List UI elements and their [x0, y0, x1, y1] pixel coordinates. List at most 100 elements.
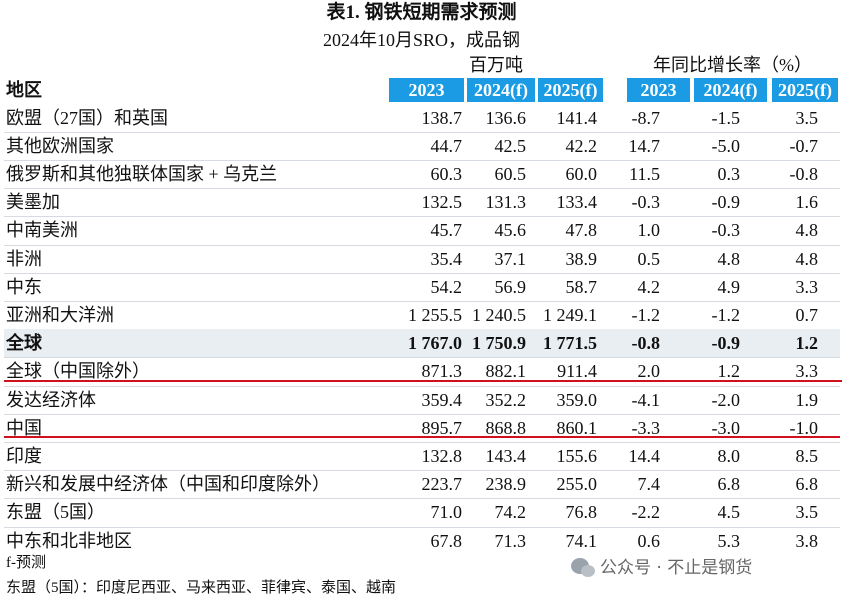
row-label: 欧盟（27国）和英国 — [6, 107, 168, 128]
row-label: 中东和北非地区 — [6, 530, 132, 551]
cell: -0.9 — [711, 192, 741, 213]
row-label: 亚洲和大洋洲 — [6, 304, 114, 325]
row-separator — [4, 470, 840, 472]
cell: 223.7 — [421, 474, 463, 495]
cell: 8.0 — [717, 445, 741, 466]
row-label: 发达经济体 — [6, 389, 96, 410]
cell: 54.2 — [430, 276, 463, 297]
cell: 860.1 — [556, 417, 598, 438]
row-separator — [4, 216, 840, 218]
row-separator — [4, 131, 840, 133]
cell: 4.2 — [637, 276, 661, 297]
cell: -0.3 — [631, 192, 661, 213]
row-separator — [4, 357, 840, 359]
cell: -0.9 — [711, 333, 741, 354]
row-label: 全球（中国除外） — [6, 361, 150, 382]
cell: 141.4 — [556, 107, 598, 128]
cell: 132.8 — [421, 445, 463, 466]
row-label: 全球 — [6, 333, 42, 354]
cell: 238.9 — [485, 474, 527, 495]
column-header: 2025(f) — [772, 78, 838, 102]
subtitle: 2024年10月SRO，成品钢 — [322, 30, 520, 50]
cell: 6.8 — [795, 474, 819, 495]
cell: 56.9 — [494, 276, 527, 297]
cell: -2.0 — [711, 389, 741, 410]
cell: 352.2 — [485, 389, 527, 410]
row-separator — [4, 300, 840, 302]
cell: 0.6 — [637, 530, 661, 551]
cell: 138.7 — [421, 107, 463, 128]
cell: 871.3 — [421, 361, 463, 382]
cell: 3.8 — [795, 530, 819, 551]
cell: 67.8 — [430, 530, 463, 551]
cell: 47.8 — [565, 220, 598, 241]
footnote: 东盟（5国）：印度尼西亚、马来西亚、菲律宾、泰国、越南 — [6, 580, 397, 596]
cell: 3.3 — [795, 361, 819, 382]
cell: 8.5 — [795, 445, 819, 466]
cell: -8.7 — [631, 107, 661, 128]
cell: 2.0 — [637, 361, 661, 382]
cell: 1.6 — [795, 192, 819, 213]
cell: 1 771.5 — [543, 333, 597, 354]
cell: 5.3 — [717, 530, 741, 551]
row-separator — [4, 188, 840, 190]
cell: 4.9 — [717, 276, 741, 297]
cell: 14.4 — [628, 445, 661, 466]
cell: 0.7 — [795, 304, 819, 325]
cell: -2.2 — [631, 502, 661, 523]
cell: 35.4 — [430, 248, 463, 269]
cell: 6.8 — [717, 474, 741, 495]
cell: 0.5 — [637, 248, 661, 269]
cell: 74.1 — [565, 530, 598, 551]
cell: 42.2 — [565, 135, 598, 156]
cell: 1 240.5 — [472, 304, 526, 325]
cell: 133.4 — [556, 192, 598, 213]
cell: 44.7 — [430, 135, 463, 156]
cell: 60.5 — [494, 163, 527, 184]
column-header: 2025(f) — [538, 78, 603, 102]
row-separator — [4, 413, 840, 415]
row-separator — [4, 441, 840, 443]
row-separator — [4, 272, 840, 274]
column-header: 2024(f) — [694, 78, 767, 102]
cell: 1.2 — [795, 333, 819, 354]
cell: 1.0 — [637, 220, 661, 241]
title: 表1. 钢铁短期需求预测 — [326, 2, 517, 23]
cell: 45.7 — [430, 220, 463, 241]
cell: -1.2 — [711, 304, 741, 325]
column-header: 地区 — [6, 80, 42, 100]
cell: -0.8 — [789, 163, 819, 184]
cell: -0.8 — [631, 333, 661, 354]
row-label: 非洲 — [6, 248, 42, 269]
cell: 4.5 — [717, 502, 741, 523]
watermark-icon — [571, 558, 595, 577]
cell: 359.4 — [421, 389, 463, 410]
cell: -1.0 — [789, 417, 819, 438]
column-header: 2023 — [389, 78, 464, 102]
cell: 132.5 — [421, 192, 463, 213]
cell: 359.0 — [556, 389, 598, 410]
cell: 76.8 — [565, 502, 598, 523]
row-label: 美墨加 — [6, 192, 60, 213]
cell: 4.8 — [795, 248, 819, 269]
cell: 58.7 — [565, 276, 598, 297]
cell: 3.5 — [795, 502, 819, 523]
row-separator — [4, 526, 840, 528]
cell: 143.4 — [485, 445, 527, 466]
highlight-line — [4, 380, 842, 382]
cell: -1.2 — [631, 304, 661, 325]
row-label: 其他欧洲国家 — [6, 135, 114, 156]
cell: 71.0 — [430, 502, 463, 523]
row-separator — [4, 385, 840, 387]
cell: 1 750.9 — [472, 333, 526, 354]
cell: 37.1 — [494, 248, 527, 269]
cell: 4.8 — [717, 248, 741, 269]
row-label: 中国 — [6, 417, 42, 438]
cell: 1 767.0 — [408, 333, 462, 354]
cell: 71.3 — [494, 530, 527, 551]
cell: -3.3 — [631, 417, 661, 438]
cell: 60.3 — [430, 163, 463, 184]
cell: -0.3 — [711, 220, 741, 241]
row-label: 印度 — [6, 445, 42, 466]
cell: 895.7 — [421, 417, 463, 438]
